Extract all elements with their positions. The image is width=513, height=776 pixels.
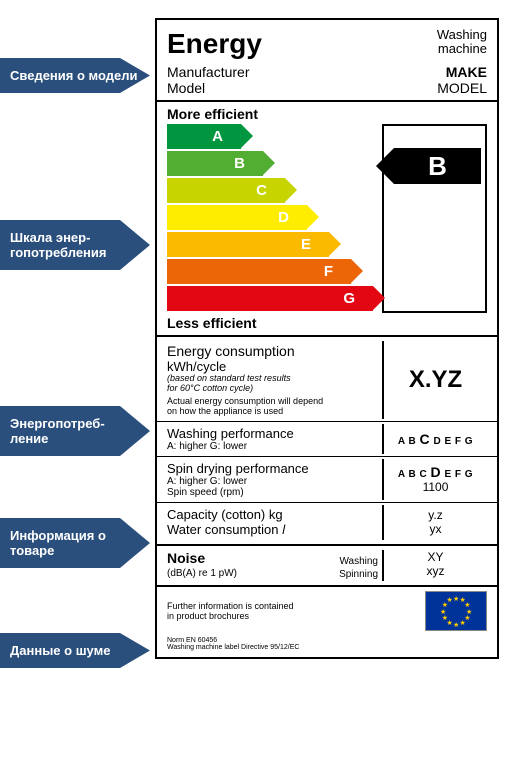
divider [157,421,497,422]
mfg-values: MAKE MODEL [437,64,487,96]
arrows-column: ABCDEFG [167,124,374,313]
efficiency-arrow-B: B [167,151,374,176]
noise-values: XY xyz [382,550,487,581]
model-value: MODEL [437,80,487,96]
callout-text: Данные о шуме [10,643,110,658]
noise-text: Noise Washing (dB(A) re 1 pW) Spinning [167,550,382,581]
spin-title: Spin drying performance [167,461,382,476]
washing-perf-text: Washing performance A: higher G: lower [167,424,382,454]
consumption-text: Energy consumption kWh/cycle (based on s… [167,341,382,419]
capacity-text: Capacity (cotton) kg Water consumption 𝑙 [167,505,382,540]
spin-scale: A B C D E F G [398,464,473,480]
efficiency-arrow-G: G [167,286,374,311]
washing-sub: A: higher G: lower [167,441,382,452]
grade-letter: F [324,263,333,280]
callout-model-info: Сведения о модели [0,58,150,93]
label-header: Energy Washing machine [167,28,487,60]
consumption-value: X.YZ [409,366,462,394]
less-efficient-label: Less efficient [167,315,487,331]
mfg-labels: Manufacturer Model [167,64,249,96]
norm-text: Norm EN 60456 Washing machine label Dire… [167,637,487,651]
more-efficient-label: More efficient [167,106,487,122]
callout-product-info: Информация о товаре [0,518,150,568]
product-line2: machine [437,42,487,56]
callout-text: Сведения о модели [10,68,137,83]
capacity-values: y.z yx [382,505,487,540]
energy-label: Energy Washing machine Manufacturer Mode… [155,18,499,659]
callout-consumption: Энергопотреб- ление [0,406,150,456]
grade-letter: G [343,290,355,307]
rating-arrow: B [394,148,481,184]
product-line1: Washing [437,28,487,42]
spin-speed-value: 1100 [423,480,449,494]
grade-letter: B [234,155,245,172]
noise-wash-value: XY [384,550,487,564]
model-label: Model [167,80,249,96]
noise-title: Noise [167,550,205,566]
washing-perf-section: Washing performance A: higher G: lower A… [167,424,487,454]
consumption-section: Energy consumption kWh/cycle (based on s… [167,341,487,419]
consumption-unit: kWh/cycle [167,359,382,374]
divider [157,502,497,503]
capacity-value: y.z [428,508,442,522]
efficiency-arrow-D: D [167,205,374,230]
water-label: Water consumption 𝑙 [167,522,382,538]
manufacturer-row: Manufacturer Model MAKE MODEL [167,64,487,96]
divider [157,456,497,457]
capacity-section: Capacity (cotton) kg Water consumption 𝑙… [167,505,487,540]
product-type: Washing machine [437,28,487,57]
noise-unit: (dB(A) re 1 pW) [167,568,237,581]
norm-line1: Norm EN 60456 [167,637,487,644]
washing-rating-box: A B C D E F G [382,424,487,454]
grade-letter: E [301,236,311,253]
spin-perf-section: Spin drying performance A: higher G: low… [167,459,487,500]
grade-letter: D [278,209,289,226]
energy-title: Energy [167,28,262,60]
efficiency-arrow-A: A [167,124,374,149]
footer-line1: Further information is contained [167,601,294,611]
norm-line2: Washing machine label Directive 95/12/EC [167,644,487,651]
noise-spin-label: Spinning [339,568,382,581]
callout-text: Информация о товаре [10,528,106,558]
footer-text: Further information is contained in prod… [167,601,294,621]
spin-speed-label: Spin speed (rpm) [167,487,382,498]
divider [157,335,497,337]
noise-spin-value: xyz [384,564,487,578]
spin-sub: A: higher G: lower [167,476,382,487]
noise-section: Noise Washing (dB(A) re 1 pW) Spinning X… [167,550,487,581]
callout-energy-scale: Шкала энер- гопотребления [0,220,150,270]
consumption-title: Energy consumption [167,343,382,359]
rating-box: B [382,124,487,313]
divider [157,585,497,587]
efficiency-arrow-F: F [167,259,374,284]
spin-perf-text: Spin drying performance A: higher G: low… [167,459,382,500]
water-value: yx [430,522,442,536]
label-footer: Further information is contained in prod… [167,591,487,631]
grade-letter: C [256,182,267,199]
consumption-value-box: X.YZ [382,341,487,419]
spin-rating-box: A B C D E F G 1100 [382,459,487,500]
washing-title: Washing performance [167,426,382,441]
rating-letter: B [428,151,447,182]
efficiency-arrow-E: E [167,232,374,257]
callout-text: Шкала энер- гопотребления [10,230,106,260]
capacity-label: Capacity (cotton) kg [167,507,382,522]
noise-wash-label: Washing [339,555,382,568]
efficiency-scale: ABCDEFG B [167,124,487,313]
callout-noise: Данные о шуме [0,633,150,668]
divider [157,544,497,546]
consumption-note2: on how the appliance is used [167,407,382,417]
consumption-basis2: for 60°C cotton cycle) [167,384,382,394]
make-value: MAKE [437,64,487,80]
grade-letter: A [212,128,223,145]
mfg-label: Manufacturer [167,64,249,80]
footer-line2: in product brochures [167,611,294,621]
callout-text: Энергопотреб- ление [10,416,105,446]
washing-scale: A B C D E F G [398,431,473,447]
divider [157,100,497,102]
efficiency-arrow-C: C [167,178,374,203]
eu-flag-icon: ★★★★★★★★★★★★ [425,591,487,631]
